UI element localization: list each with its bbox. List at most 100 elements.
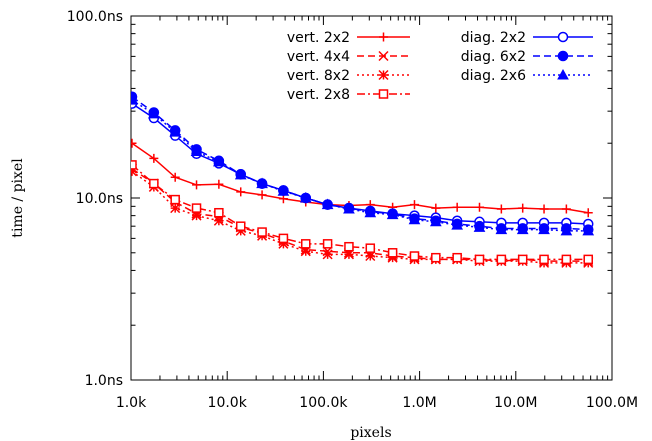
marker-square [344,241,354,252]
marker-star [343,249,354,260]
series-line [131,96,589,231]
marker-triangle [299,191,312,203]
marker-star [322,249,333,260]
marker-square [431,252,441,263]
x-tick-label: 100.0M [586,395,638,411]
marker-square [365,243,376,253]
marker-star [300,246,311,257]
marker-square [583,254,593,265]
legend-label: vert. 8x2 [287,68,350,84]
marker-triangle [169,126,182,137]
legend-label: diag. 2x2 [461,30,526,46]
marker-square [131,160,137,170]
marker-square [496,254,507,265]
x-tick-label: 1.0k [116,395,147,411]
x-axis-label: pixels [350,425,391,441]
marker-plus [561,204,571,214]
marker-triangle [190,145,203,157]
marker-triangle [148,107,160,119]
marker-plus [236,187,246,197]
marker-triangle [386,208,399,220]
marker-star [191,210,202,221]
marker-star [378,69,389,81]
marker-triangle [364,206,377,218]
x-tick-label: 100.0k [299,395,348,411]
marker-plus [257,190,267,200]
marker-triangle [582,224,595,236]
y-tick-label: 1.0ns [85,373,123,389]
marker-plus [131,138,137,148]
marker-triangle [429,215,442,227]
marker-square [257,227,267,237]
marker-square [300,239,311,249]
marker-triangle [495,223,508,235]
marker-triangle [557,68,569,80]
marker-cross [378,50,389,62]
y-tick-label: 100.0ns [67,9,123,25]
marker-square [561,254,572,265]
marker-plus [452,202,462,212]
marker-plus [431,203,441,213]
marker-plus [583,208,593,218]
marker-triangle [451,219,464,230]
marker-star [278,238,289,249]
marker-plus [149,153,159,163]
marker-square [170,194,180,205]
marker-circle [557,31,569,43]
marker-plus [170,172,180,182]
marker-plus [192,180,202,190]
marker-star [365,250,376,262]
marker-square [452,252,462,263]
marker-triangle [277,185,290,196]
marker-triangle [213,155,225,167]
marker-plus [379,32,388,42]
marker-square [378,89,389,99]
marker-square [474,254,485,265]
series-vert-2x2 [131,138,593,218]
series-line [131,99,589,232]
marker-triangle [538,223,550,235]
marker-square [322,239,333,249]
marker-triangle [256,177,268,189]
marker-triangle [321,198,334,210]
legend-label: vert. 2x2 [287,30,350,46]
series-line [131,170,589,264]
marker-square [191,203,202,213]
marker-dot [557,50,569,62]
marker-square [149,178,159,189]
x-tick-label: 10.0k [208,395,248,411]
marker-plus [518,203,528,213]
marker-triangle [131,94,138,105]
series-layer [131,91,595,268]
plot-frame [130,15,613,381]
x-tick-label: 1.0M [402,395,436,411]
marker-star [170,203,181,214]
x-tick-label: 10.0M [494,395,537,411]
series-vert-2x8 [131,160,593,265]
legend-label: vert. 2x8 [287,87,350,103]
marker-triangle [560,224,573,236]
series-line [131,142,589,214]
marker-plus [539,204,549,214]
marker-square [409,251,420,261]
axis-ticks: 1.0k 10.0k 100.0k 1.0M 10.0M 100.0M 1.0ns 10.0n… [67,9,638,411]
marker-plus [409,200,419,210]
legend: vert. 2x2 vert. 4x4 vert. 8x2 vert. 2x8 diag… [287,30,593,103]
legend-label: diag. 6x2 [461,49,526,65]
series-diag-2x6 [131,94,595,236]
marker-square [235,221,246,231]
marker-triangle [408,213,421,225]
y-tick-label: 10.0ns [76,191,123,207]
marker-triangle [516,223,529,235]
series-line [131,164,589,261]
marker-square [387,248,398,258]
marker-triangle [234,168,247,180]
marker-square [517,254,528,265]
marker-star [131,166,138,177]
marker-triangle [473,221,486,232]
marker-plus [496,204,506,214]
marker-square [539,254,549,265]
marker-plus [475,202,484,212]
marker-plus [214,179,224,189]
